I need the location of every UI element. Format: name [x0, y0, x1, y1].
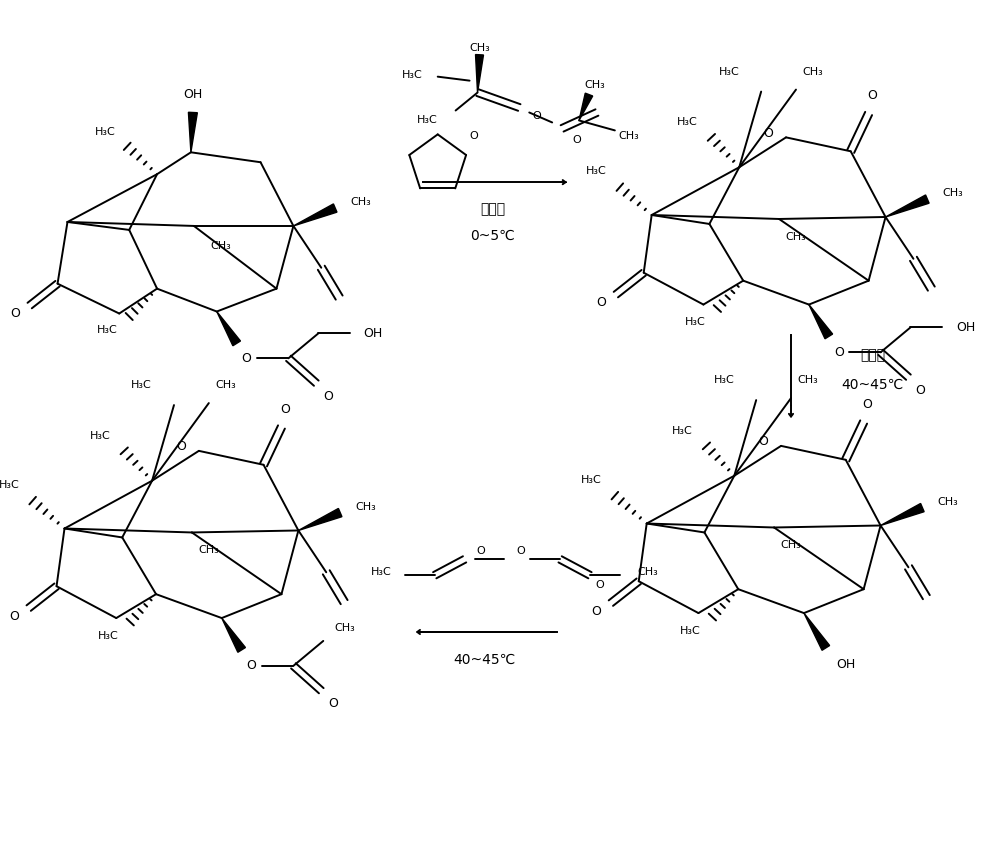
- Text: CH₃: CH₃: [585, 79, 605, 89]
- Text: O: O: [834, 346, 844, 359]
- Text: O: O: [323, 389, 333, 403]
- Text: 有机胺: 有机胺: [480, 202, 505, 216]
- Text: H₃C: H₃C: [402, 70, 423, 80]
- Polygon shape: [476, 55, 483, 93]
- Text: H₃C: H₃C: [680, 626, 701, 636]
- Polygon shape: [222, 618, 245, 652]
- Text: O: O: [247, 659, 257, 673]
- Text: CH₃: CH₃: [618, 132, 639, 142]
- Text: O: O: [758, 435, 768, 448]
- Text: CH₃: CH₃: [638, 567, 658, 577]
- Text: CH₃: CH₃: [210, 241, 231, 251]
- Text: CH₃: CH₃: [781, 540, 801, 550]
- Text: O: O: [533, 111, 542, 121]
- Text: 0~5℃: 0~5℃: [470, 229, 515, 243]
- Text: CH₃: CH₃: [798, 375, 818, 385]
- Text: H₃C: H₃C: [97, 325, 118, 336]
- Polygon shape: [579, 93, 593, 121]
- Text: O: O: [591, 604, 601, 618]
- Polygon shape: [298, 508, 342, 530]
- Text: H₃C: H₃C: [417, 115, 438, 126]
- Text: O: O: [915, 384, 925, 397]
- Text: O: O: [10, 307, 20, 320]
- Text: O: O: [573, 136, 581, 145]
- Text: H₃C: H₃C: [581, 475, 601, 485]
- Text: H₃C: H₃C: [586, 166, 606, 176]
- Text: H₃C: H₃C: [98, 631, 119, 641]
- Text: CH₃: CH₃: [356, 502, 376, 512]
- Text: O: O: [281, 403, 290, 416]
- Text: CH₃: CH₃: [215, 380, 236, 390]
- Polygon shape: [188, 112, 197, 153]
- Text: O: O: [9, 609, 19, 623]
- Text: 40~45℃: 40~45℃: [453, 652, 516, 667]
- Text: 无机碱: 无机碱: [860, 348, 885, 362]
- Text: H₃C: H₃C: [371, 567, 392, 577]
- Text: O: O: [328, 697, 338, 710]
- Text: O: O: [516, 546, 525, 556]
- Text: H₃C: H₃C: [685, 318, 706, 327]
- Text: OH: OH: [957, 321, 976, 334]
- Text: O: O: [863, 398, 873, 411]
- Text: O: O: [476, 546, 485, 556]
- Polygon shape: [809, 304, 833, 339]
- Text: H₃C: H₃C: [90, 431, 111, 441]
- Text: CH₃: CH₃: [803, 67, 823, 77]
- Text: OH: OH: [836, 658, 855, 671]
- Text: O: O: [868, 89, 878, 102]
- Text: H₃C: H₃C: [672, 426, 693, 436]
- Text: OH: OH: [183, 88, 203, 101]
- Text: H₃C: H₃C: [719, 67, 739, 77]
- Text: H₃C: H₃C: [0, 480, 19, 490]
- Polygon shape: [886, 195, 929, 217]
- Text: O: O: [176, 440, 186, 454]
- Text: CH₃: CH₃: [786, 232, 806, 242]
- Text: H₃C: H₃C: [131, 380, 152, 390]
- Text: O: O: [469, 132, 478, 142]
- Text: O: O: [596, 580, 604, 590]
- Text: CH₃: CH₃: [938, 497, 959, 507]
- Text: CH₃: CH₃: [335, 623, 356, 633]
- Text: CH₃: CH₃: [351, 197, 371, 207]
- Polygon shape: [804, 613, 830, 650]
- Text: O: O: [596, 296, 606, 309]
- Text: O: O: [242, 352, 252, 365]
- Text: OH: OH: [363, 327, 383, 340]
- Polygon shape: [293, 204, 337, 226]
- Text: 40~45℃: 40~45℃: [841, 379, 904, 392]
- Text: CH₃: CH₃: [469, 43, 490, 53]
- Text: O: O: [763, 127, 773, 140]
- Text: H₃C: H₃C: [714, 375, 734, 385]
- Polygon shape: [881, 503, 924, 525]
- Text: CH₃: CH₃: [198, 545, 219, 556]
- Text: H₃C: H₃C: [677, 117, 698, 127]
- Text: H₃C: H₃C: [95, 127, 116, 137]
- Polygon shape: [217, 312, 240, 346]
- Text: CH₃: CH₃: [943, 188, 964, 198]
